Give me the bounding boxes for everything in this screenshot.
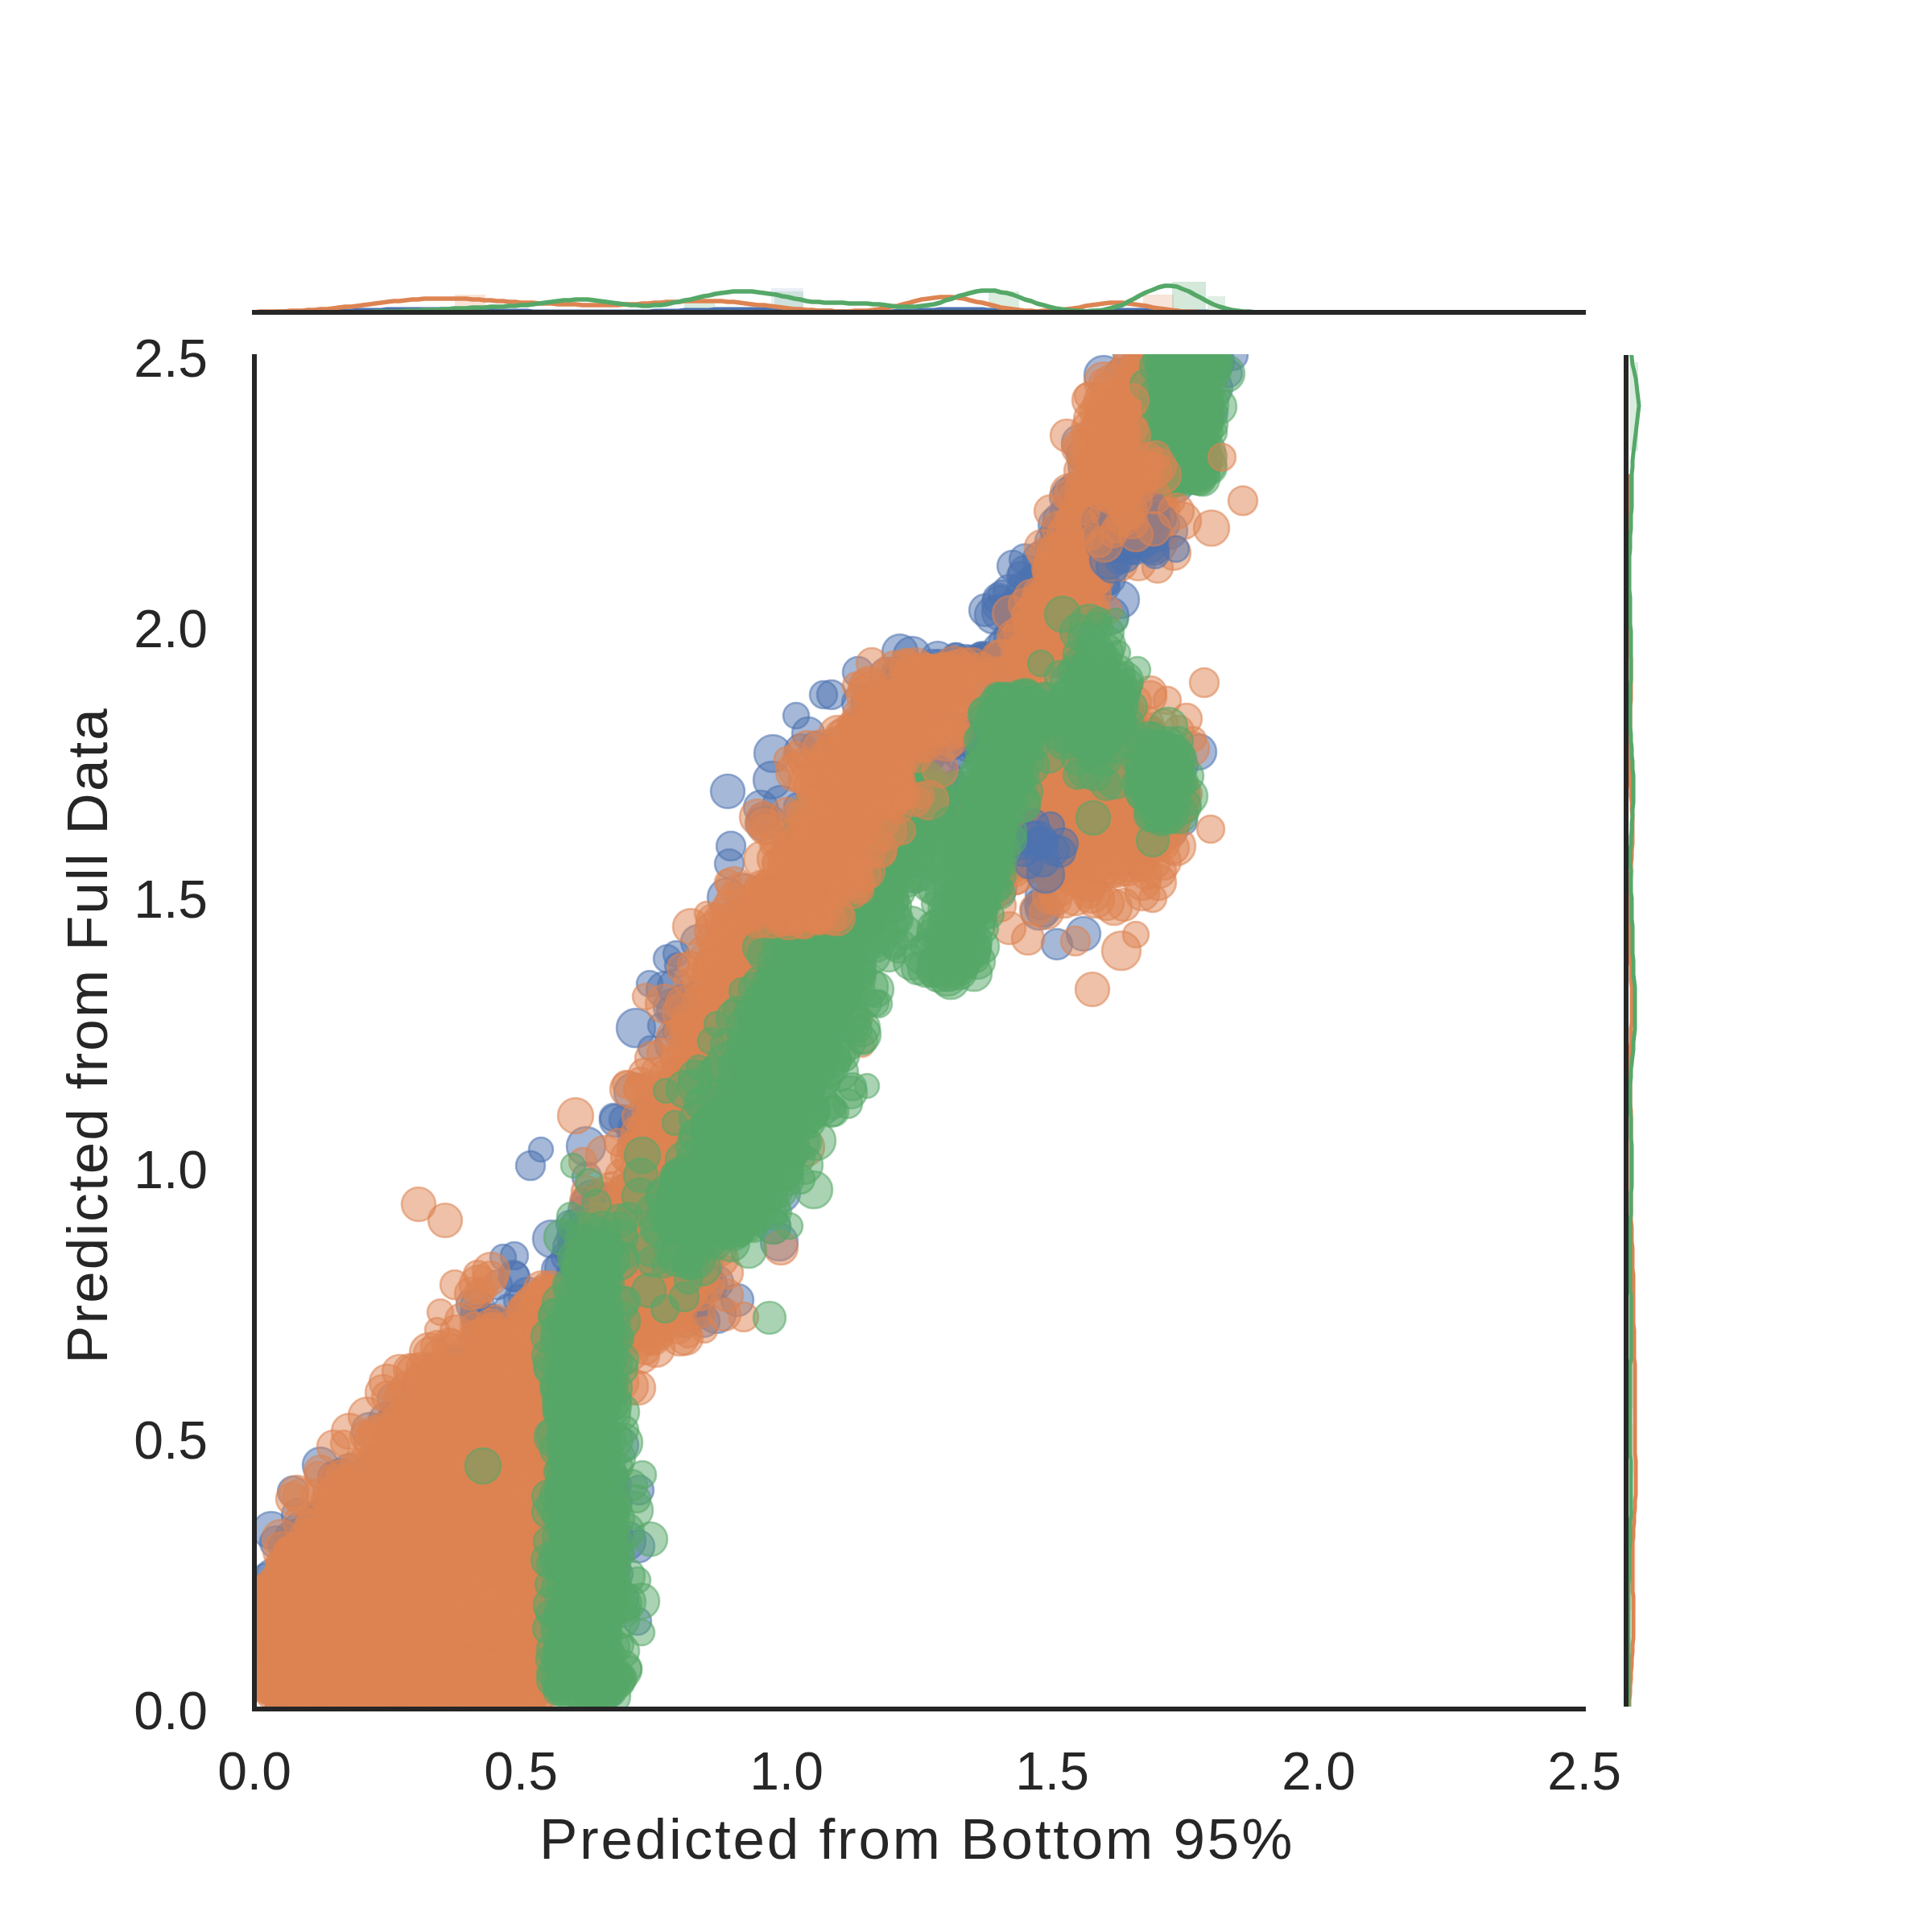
svg-text:2.0: 2.0 — [1282, 1741, 1356, 1801]
svg-text:0.5: 0.5 — [484, 1741, 558, 1801]
svg-text:Predicted from Bottom 95%: Predicted from Bottom 95% — [539, 1807, 1294, 1871]
svg-text:1.5: 1.5 — [134, 869, 208, 929]
svg-text:0.0: 0.0 — [134, 1681, 208, 1740]
svg-text:1.0: 1.0 — [749, 1741, 824, 1801]
svg-text:0.5: 0.5 — [134, 1410, 208, 1470]
svg-text:2.5: 2.5 — [134, 328, 208, 388]
svg-text:0.0: 0.0 — [217, 1741, 291, 1801]
svg-text:2.5: 2.5 — [1547, 1741, 1621, 1801]
svg-text:1.5: 1.5 — [1015, 1741, 1089, 1801]
svg-text:1.0: 1.0 — [134, 1140, 208, 1199]
svg-text:2.0: 2.0 — [134, 599, 208, 658]
svg-text:Predicted from Full Data: Predicted from Full Data — [56, 707, 119, 1364]
